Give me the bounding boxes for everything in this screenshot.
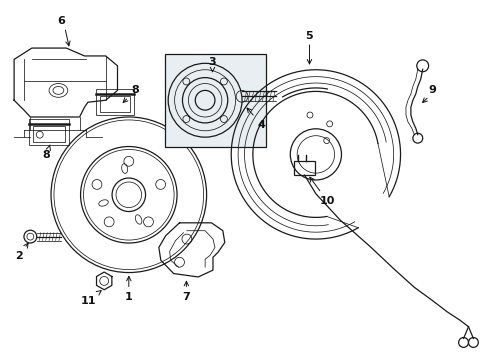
Bar — [29, 119, 69, 145]
Bar — [100, 96, 130, 112]
Bar — [33, 126, 65, 141]
Text: 8: 8 — [42, 145, 50, 161]
Text: 7: 7 — [182, 281, 190, 302]
Text: 4: 4 — [246, 108, 265, 130]
Text: 11: 11 — [80, 291, 101, 306]
Text: 1: 1 — [124, 276, 132, 302]
Bar — [96, 89, 134, 115]
Text: 10: 10 — [309, 177, 334, 206]
Text: 9: 9 — [428, 85, 436, 95]
Text: 3: 3 — [208, 57, 216, 67]
Text: 8: 8 — [123, 85, 139, 103]
Text: 5: 5 — [305, 31, 313, 41]
Text: 6: 6 — [57, 17, 65, 26]
Text: 2: 2 — [15, 243, 28, 261]
Bar — [293, 161, 315, 175]
Bar — [164, 54, 265, 147]
